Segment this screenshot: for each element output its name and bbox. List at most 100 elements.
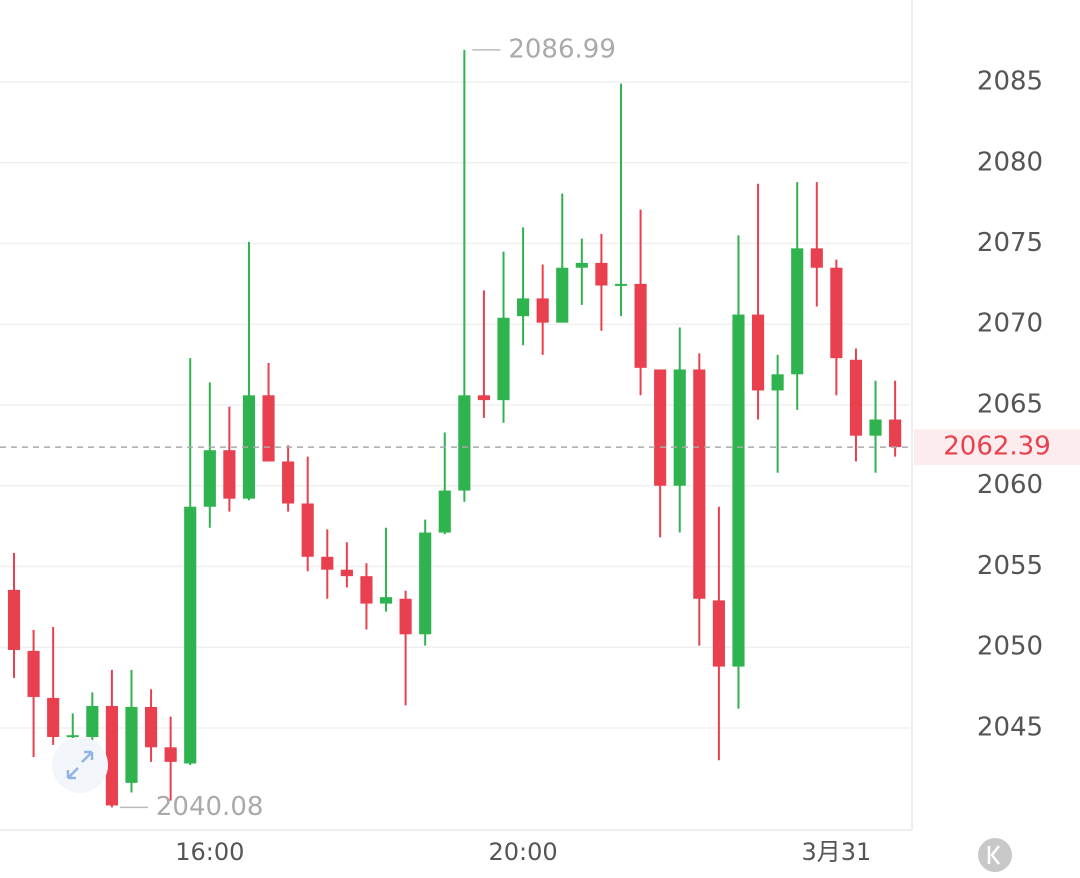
candle xyxy=(614,83,628,317)
y-tick-label: 2070 xyxy=(977,309,1043,339)
candle xyxy=(438,432,451,535)
candle-body xyxy=(360,576,373,604)
candle-body xyxy=(262,395,275,462)
candle-body xyxy=(595,262,608,286)
y-tick-label: 2050 xyxy=(977,632,1043,662)
candle xyxy=(223,406,236,512)
candle-body xyxy=(125,706,138,783)
expand-bg[interactable] xyxy=(52,737,108,793)
candle xyxy=(595,233,608,331)
candle-body xyxy=(712,600,725,667)
candle xyxy=(771,354,784,473)
candle xyxy=(164,716,177,801)
candle xyxy=(125,669,138,793)
candle xyxy=(47,627,60,745)
candle xyxy=(810,182,823,307)
candle xyxy=(712,506,725,761)
candle-body xyxy=(7,589,21,650)
candle-body xyxy=(164,747,177,762)
candle-body xyxy=(673,369,686,486)
candle-body xyxy=(66,735,79,738)
last-price-label: 2062.39 xyxy=(943,432,1051,462)
candle-body xyxy=(654,369,667,486)
candle xyxy=(849,348,863,462)
candle xyxy=(203,382,216,528)
candle xyxy=(419,519,432,646)
candle-body xyxy=(536,298,549,323)
candle-body xyxy=(693,369,706,599)
plot: 2045 2050 2055 2060 2065 2070 2075 2080 2085 16:0… xyxy=(0,34,1080,866)
candle xyxy=(184,358,197,766)
candle-body xyxy=(517,298,530,317)
candle xyxy=(791,182,804,410)
candle-body xyxy=(849,359,863,436)
y-tick-label: 2055 xyxy=(977,551,1043,581)
last-price-bg xyxy=(914,429,1080,466)
low-label: 2040.08 xyxy=(156,792,264,822)
candle-body xyxy=(810,248,823,268)
candle-body xyxy=(575,262,588,268)
candle xyxy=(321,529,334,599)
candle-body xyxy=(438,490,451,533)
candle xyxy=(105,669,118,808)
expand-arrows[interactable] xyxy=(66,750,94,780)
candle xyxy=(673,327,686,533)
y-tick-label: 2065 xyxy=(977,389,1043,419)
candle-body xyxy=(869,419,882,436)
y-tick-label: 2060 xyxy=(977,470,1043,500)
candle xyxy=(869,380,882,473)
candle xyxy=(556,193,569,323)
x-tick-label: 20:00 xyxy=(489,838,558,866)
candle-body xyxy=(242,395,256,499)
candle xyxy=(889,380,902,457)
candle xyxy=(751,183,765,420)
candle xyxy=(830,259,843,396)
candle-body xyxy=(614,283,628,286)
k-button-bg[interactable] xyxy=(978,838,1012,872)
candle-body xyxy=(223,450,236,499)
candle xyxy=(282,445,295,512)
candle-body xyxy=(105,705,118,806)
candle-body xyxy=(321,556,334,570)
candle xyxy=(144,689,158,762)
candle xyxy=(399,590,412,706)
x-tick-label: 3月31 xyxy=(801,838,871,866)
candle xyxy=(536,264,549,355)
candle-body xyxy=(634,283,647,368)
candle xyxy=(340,542,353,588)
candle-body xyxy=(340,569,353,577)
candle xyxy=(262,363,275,462)
candle-body xyxy=(889,419,902,448)
k-button[interactable] xyxy=(978,838,1012,872)
candle-body xyxy=(497,317,510,401)
candle xyxy=(301,456,314,572)
candle-body xyxy=(399,598,412,635)
candle xyxy=(575,238,588,305)
candle-body xyxy=(27,650,40,697)
candle-body xyxy=(47,697,60,737)
expand-icon[interactable] xyxy=(52,737,108,793)
candle xyxy=(360,563,373,630)
candle xyxy=(732,235,745,709)
candle-body xyxy=(86,705,99,737)
y-tick-label: 2075 xyxy=(977,228,1043,258)
candle-body xyxy=(771,374,784,391)
y-tick-label: 2085 xyxy=(977,67,1043,97)
candle-body xyxy=(830,267,843,359)
candle-body xyxy=(419,532,432,635)
candle-body xyxy=(791,248,804,375)
candle xyxy=(634,209,647,396)
k-button-glyph[interactable] xyxy=(987,845,1000,865)
candle-body xyxy=(732,314,745,667)
candle xyxy=(693,353,706,646)
candle xyxy=(458,49,471,502)
candle-body xyxy=(282,461,295,504)
candle xyxy=(517,227,530,346)
candle xyxy=(654,369,667,538)
x-tick-label: 16:00 xyxy=(175,838,244,866)
candle-body xyxy=(184,506,197,764)
candle-body xyxy=(751,314,765,391)
y-tick-label: 2045 xyxy=(977,712,1043,742)
candle-body xyxy=(301,503,314,557)
